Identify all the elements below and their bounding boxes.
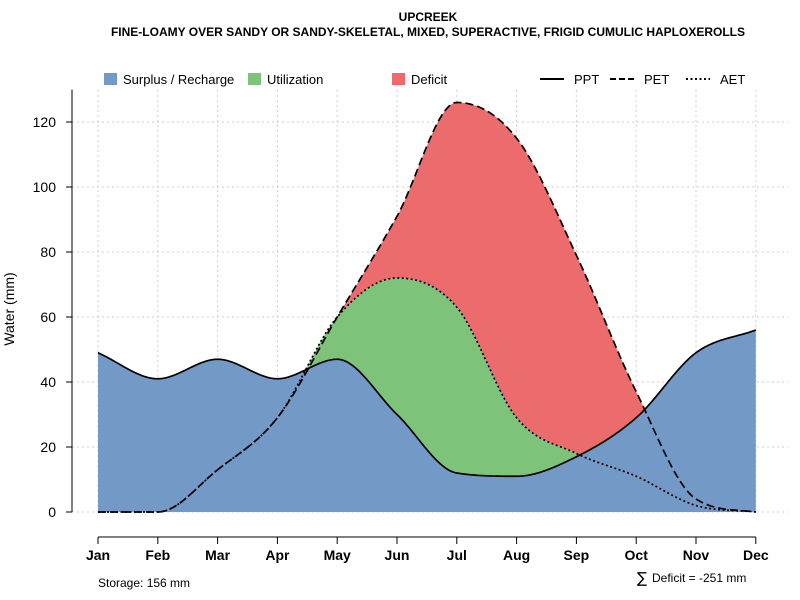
x-tick-label-nov: Nov	[683, 547, 710, 563]
x-tick-label-may: May	[324, 547, 351, 563]
legend-swatch-surplus-recharge	[104, 73, 117, 85]
y-tick-label-20: 20	[40, 439, 56, 455]
x-tick-label-aug: Aug	[503, 547, 530, 563]
legend-item-utilization: Utilization	[248, 72, 323, 87]
chart-subtitle: FINE-LOAMY OVER SANDY OR SANDY-SKELETAL,…	[111, 25, 745, 39]
sigma-symbol: ∑	[637, 569, 647, 587]
y-tick-label-100: 100	[33, 179, 57, 195]
y-tick-label-120: 120	[33, 114, 57, 130]
storage-note: Storage: 156 mm	[98, 576, 190, 590]
x-tick-label-dec: Dec	[743, 547, 769, 563]
x-tick-label-jul: Jul	[447, 547, 467, 563]
y-tick-label-40: 40	[40, 374, 56, 390]
recharge-below-area	[98, 359, 756, 512]
y-axis-label: Water (mm)	[1, 272, 17, 345]
legend-label-surplus-recharge: Surplus / Recharge	[123, 72, 234, 87]
x-tick-label-jan: Jan	[86, 547, 110, 563]
legend-item-deficit: Deficit	[392, 72, 448, 87]
line-pet	[98, 101, 756, 513]
legend-label-deficit: Deficit	[411, 72, 448, 87]
x-tick-label-jun: Jun	[385, 547, 410, 563]
legend-item-ppt: PPT	[540, 72, 599, 87]
area-fills	[98, 102, 756, 512]
series-lines	[97, 101, 757, 513]
legend-swatch-utilization	[248, 73, 261, 85]
chart-title: UPCREEK	[399, 10, 458, 24]
x-tick-label-oct: Oct	[625, 547, 649, 563]
axes: 0 20 40 60 80 100 120 Jan Feb Mar Apr May Jun Jul Aug S…	[33, 89, 769, 563]
y-tick-label-80: 80	[40, 244, 56, 260]
y-tick-label-60: 60	[40, 309, 56, 325]
legend: Surplus / Recharge Utilization Deficit PPT P…	[104, 72, 745, 87]
legend-swatch-deficit	[392, 73, 405, 85]
deficit-area	[98, 102, 756, 512]
x-tick-label-feb: Feb	[145, 547, 170, 563]
x-tick-label-mar: Mar	[205, 547, 230, 563]
x-tick-label-apr: Apr	[265, 547, 290, 563]
legend-label-utilization: Utilization	[267, 72, 323, 87]
legend-label-ppt: PPT	[574, 72, 599, 87]
legend-label-pet: PET	[644, 72, 669, 87]
legend-item-aet: AET	[686, 72, 745, 87]
line-ppt	[97, 329, 757, 478]
deficit-note: Deficit = -251 mm	[652, 571, 746, 585]
legend-item-surplus-recharge: Surplus / Recharge	[104, 72, 234, 87]
legend-item-pet: PET	[610, 72, 669, 87]
utilization-area	[98, 278, 756, 512]
x-tick-label-sep: Sep	[564, 547, 590, 563]
legend-label-aet: AET	[720, 72, 745, 87]
y-tick-label-0: 0	[48, 504, 56, 520]
surplus-recharge-area	[98, 278, 756, 512]
